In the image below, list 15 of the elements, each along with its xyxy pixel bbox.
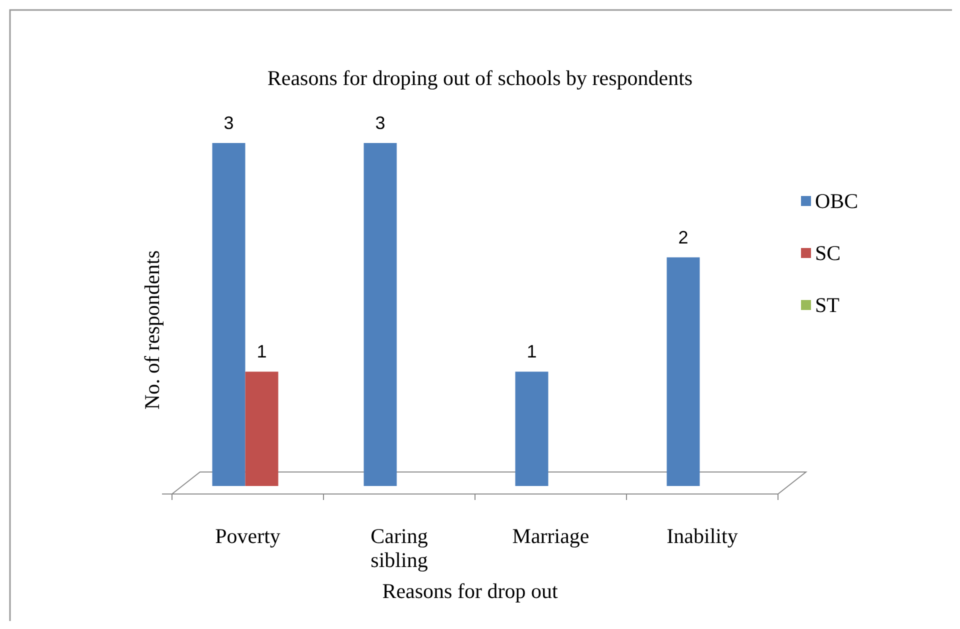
x-tick-label: Caring sibling [370,524,428,572]
data-label: 1 [526,342,537,362]
legend-label: ST [815,293,840,317]
data-label: 1 [256,342,267,362]
data-label: 3 [375,113,386,133]
x-tick-label: Marriage [512,524,590,548]
data-label: 2 [678,227,688,248]
x-axis-title: Reasons for drop out [382,579,558,603]
data-label: 3 [224,113,234,133]
x-tick-label: Inability [666,524,738,548]
chart-title: Reasons for droping out of schools by respondents [267,66,693,90]
legend-label: OBC [815,189,858,213]
y-axis-title: No. of respondents [140,250,164,410]
x-tick-label: Poverty [215,524,281,548]
legend-label: SC [815,241,841,265]
